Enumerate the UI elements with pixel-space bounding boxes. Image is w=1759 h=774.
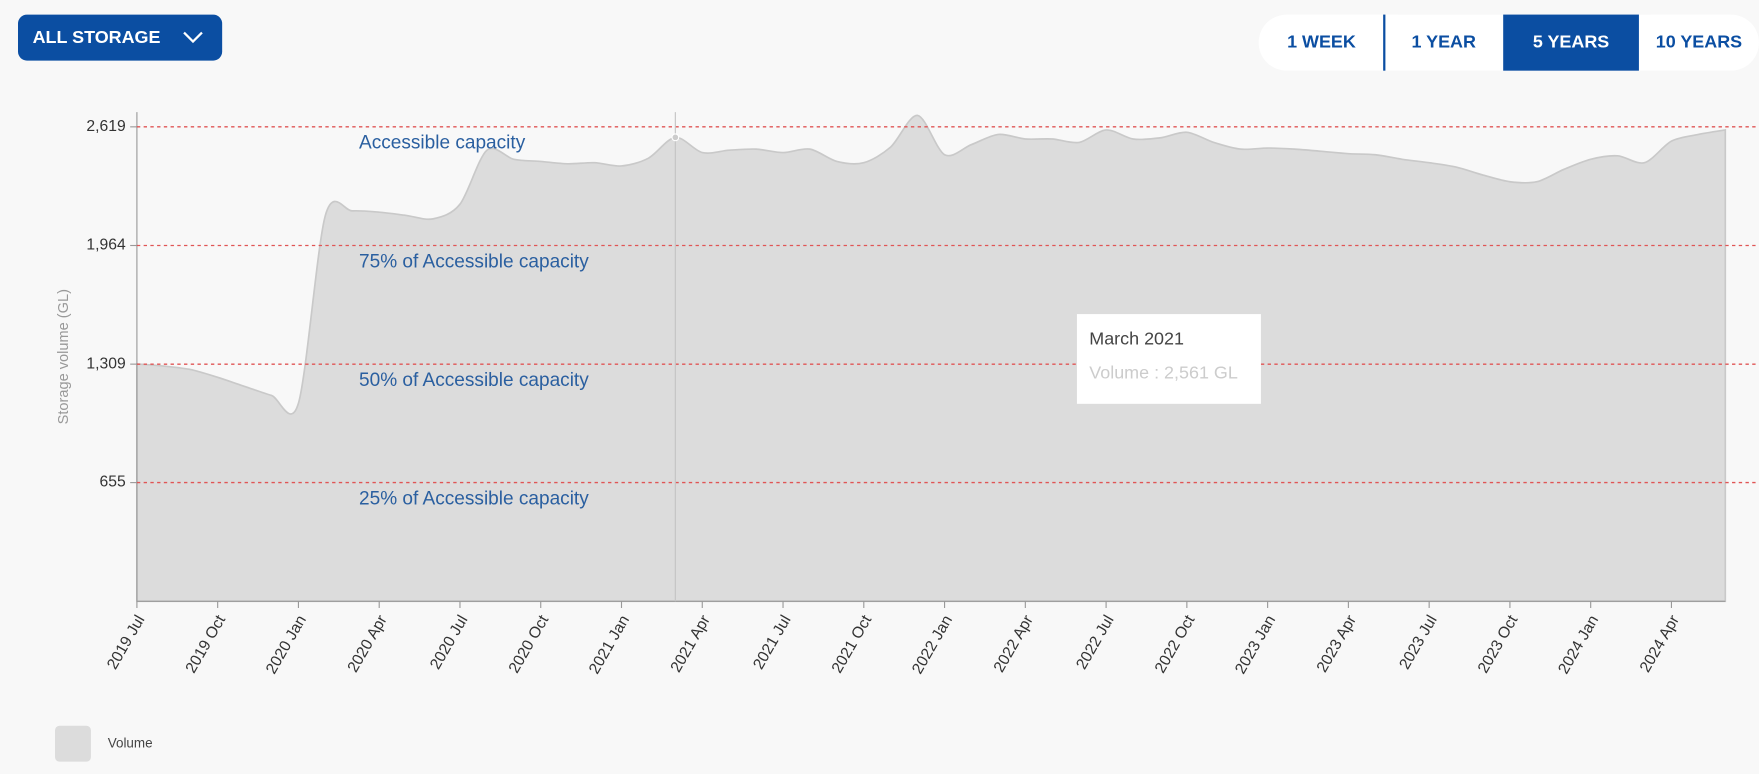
tooltip <box>1076 314 1261 404</box>
reference-label: 75% of Accessible capacity <box>359 251 589 272</box>
range-button[interactable]: 1 WEEK <box>1287 31 1356 51</box>
reference-label: 25% of Accessible capacity <box>359 488 589 509</box>
range-button[interactable]: 5 YEARS <box>1533 31 1609 51</box>
tooltip-label: Volume : 2,561 GL <box>1089 362 1238 382</box>
range-button[interactable]: 1 YEAR <box>1411 31 1476 51</box>
y-tick-label: 1,309 <box>86 355 125 372</box>
y-tick-label: 1,964 <box>86 237 126 254</box>
reference-label: 50% of Accessible capacity <box>359 370 589 391</box>
legend-swatch <box>55 725 91 762</box>
legend-label: Volume <box>108 735 153 750</box>
chevron <box>183 31 203 44</box>
tooltip-title: March 2021 <box>1089 329 1184 349</box>
dropdown-bg[interactable] <box>18 14 223 61</box>
y-axis-label: Storage volume (GL) <box>56 289 72 424</box>
reference-label: Accessible capacity <box>359 133 526 154</box>
area <box>136 114 1727 603</box>
dropdown-label[interactable]: ALL STORAGE <box>33 27 161 47</box>
storage-dropdown[interactable]: ALL STORAGE <box>18 14 223 61</box>
range-button[interactable]: 10 YEARS <box>1656 31 1742 51</box>
y-tick-label: 2,619 <box>86 118 125 135</box>
range-button-bg[interactable] <box>1503 14 1639 71</box>
y-tick-label: 655 <box>100 474 126 491</box>
hover-point <box>671 133 680 142</box>
